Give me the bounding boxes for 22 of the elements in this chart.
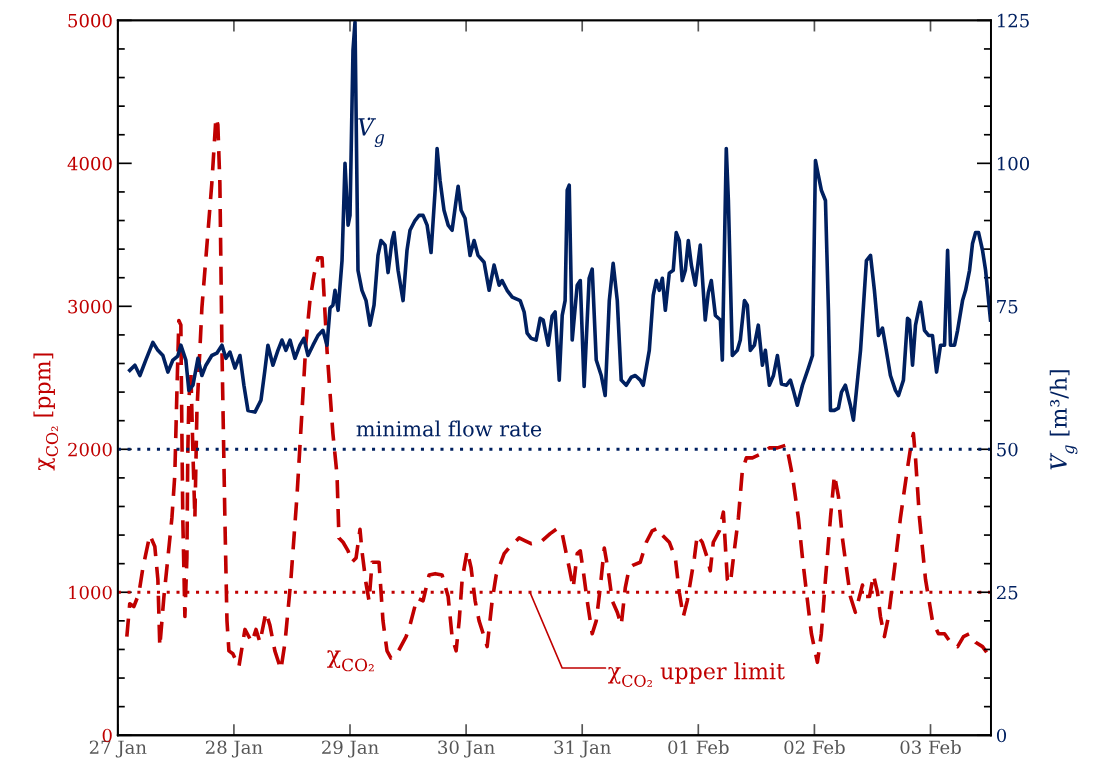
y-tick-label: 1000 bbox=[69, 585, 112, 600]
y2-tick-label: 100 bbox=[997, 156, 1030, 171]
series-label: V̇g bbox=[358, 117, 385, 148]
x-tick-label: 31 Jan bbox=[554, 740, 611, 758]
y2-tick-label: 50 bbox=[997, 442, 1018, 457]
x-tick-label: 28 Jan bbox=[205, 740, 263, 758]
ref-line-label: minimal flow rate bbox=[356, 420, 542, 437]
y2-tick-label: 25 bbox=[996, 585, 1018, 600]
y2-tick-label: 75 bbox=[997, 300, 1018, 314]
y-tick-label: 2000 bbox=[68, 442, 112, 457]
x-tick-label: 29 Jan bbox=[322, 740, 379, 758]
y2-tick-label: 125 bbox=[997, 13, 1029, 28]
y-tick-label: 3000 bbox=[68, 299, 112, 314]
y2-axis-title: V̇g [m³/h] bbox=[1049, 370, 1078, 470]
x-tick-label: 30 Jan bbox=[438, 740, 495, 758]
y-tick-label: 4000 bbox=[67, 156, 112, 171]
y-tick-label: 5000 bbox=[68, 13, 112, 28]
y-axis-title: χCO₂ [ppm] bbox=[33, 353, 59, 471]
y2-tick-label: 0 bbox=[996, 728, 1007, 743]
x-tick-label: 02 Feb bbox=[784, 740, 845, 755]
x-tick-label: 03 Feb bbox=[900, 740, 961, 755]
x-tick-label: 01 Feb bbox=[668, 740, 729, 755]
